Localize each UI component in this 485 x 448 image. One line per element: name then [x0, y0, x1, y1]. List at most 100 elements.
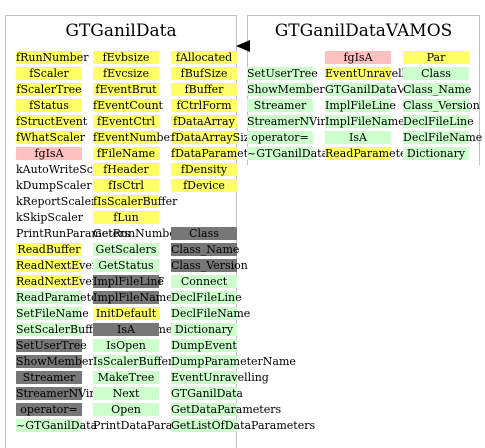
gtganildatavamos-col1-member[interactable]: StreamerNVirtual [247, 115, 347, 128]
gtganildata-col1-member[interactable]: fScaler [16, 67, 82, 80]
gtganildata-col3-member[interactable]: fDataParameters [171, 147, 265, 160]
gtganildata-col3-lower-member[interactable]: GetDataParameters [171, 403, 281, 416]
gtganildata-col2-member[interactable]: ImplFileName [93, 291, 173, 304]
gtganildatavamos-col1-member[interactable]: ShowMembers [247, 83, 330, 96]
gtganildata-col2-member[interactable]: fEventCtrl [93, 115, 159, 128]
gtganildata-col3-member[interactable]: fDevice [171, 179, 237, 192]
gtganildata-col3-lower-member[interactable]: GetListOfDataParameters [171, 419, 315, 432]
gtganildatavamos-col2-member[interactable]: IsA [325, 131, 391, 144]
gtganildata-col1-member[interactable]: StreamerNVirtual [16, 387, 116, 400]
gtganildata-col2-member[interactable]: fEventNumber [93, 131, 175, 144]
gtganildatavamos-col3-member[interactable]: Par [403, 51, 469, 64]
gtganildata-col3-lower-member[interactable]: Class_Name [171, 243, 239, 256]
gtganildata-col2-member[interactable]: fIsCtrl [93, 179, 159, 192]
gtganildata-col2-member[interactable]: fFileName [93, 147, 159, 160]
gtganildata-col2-member[interactable]: IsScalerBuffer [93, 355, 173, 368]
gtganildata-col2-member[interactable]: Open [93, 403, 159, 416]
gtganildata-col1-member[interactable]: Streamer [16, 371, 82, 384]
gtganildata-col3-lower-member[interactable]: Class_Version [171, 259, 248, 272]
gtganildata-col1-member[interactable]: SetFileName [16, 307, 89, 320]
gtganildata-col3-member[interactable]: fAllocated [171, 51, 237, 64]
gtganildata-col2-member[interactable]: GetScalers [93, 243, 159, 256]
gtganildatavamos-col1-member[interactable]: Streamer [247, 99, 313, 112]
gtganildatavamos-col3-member[interactable]: DeclFileName [403, 131, 482, 144]
gtganildata-col3-lower-member[interactable]: GTGanilData [171, 387, 243, 400]
gtganildata-col1-member[interactable]: ReadBuffer [16, 243, 82, 256]
gtganildata-col3-lower-member[interactable]: Dictionary [171, 323, 237, 336]
gtganildata-col1-member[interactable]: fgIsA [16, 147, 82, 160]
gtganildatavamos-col1-member[interactable]: ~GTGanilDataVAMOS [247, 147, 371, 160]
gtganildata-col2-member[interactable]: PrintDataParameters [93, 419, 211, 432]
gtganildata-col2-member[interactable]: IsA [93, 323, 159, 336]
gtganildata-col2-member[interactable]: GetRunNumber [93, 227, 181, 240]
gtganildata-col1-member[interactable]: operator= [16, 403, 82, 416]
gtganildata-col3-lower-member[interactable]: DeclFileName [171, 307, 250, 320]
gtganildata-col3-member[interactable]: fBuffer [171, 83, 237, 96]
gtganildata-col1-member[interactable]: fStructEvent [16, 115, 87, 128]
gtganildatavamos-col2-member[interactable]: ImplFileName [325, 115, 405, 128]
gtganildata-col2-member[interactable]: fHeader [93, 163, 159, 176]
gtganildatavamos-col1-member[interactable]: SetUserTree [247, 67, 318, 80]
gtganildata-col1-member[interactable]: ~GTGanilData [16, 419, 97, 432]
gtganildata-col1-member[interactable]: kAutoWriteScaler [16, 163, 115, 176]
gtganildatavamos-col2-member[interactable]: ImplFileLine [325, 99, 396, 112]
gtganildata-col2-member[interactable]: fEventBrut [93, 83, 159, 96]
gtganildatavamos-col2-member[interactable]: ReadParameters [325, 147, 417, 160]
gtganildata-col1-member[interactable]: kReportScaler [16, 195, 96, 208]
gtganildata-col2-member[interactable]: GetStatus [93, 259, 159, 272]
gtganildata-col1-member[interactable]: fStatus [16, 99, 82, 112]
member-label: GetStatus [98, 259, 154, 272]
gtganildata-col2-member[interactable]: IsOpen [93, 339, 159, 352]
gtganildata-col2-member[interactable]: Next [93, 387, 159, 400]
gtganildata-col1-member[interactable]: ReadNextEvent [16, 259, 103, 272]
gtganildatavamos-col2-member[interactable]: EventUnravelling [325, 67, 423, 80]
member-label: SetUserTree [247, 67, 318, 80]
gtganildata-col2-member[interactable]: ImplFileLine [93, 275, 164, 288]
gtganildata-col2-member[interactable]: fEventCount [93, 99, 163, 112]
member-label: ImplFileLine [325, 99, 396, 112]
gtganildata-col2-member[interactable]: fLun [93, 211, 159, 224]
gtganildata-col3-lower-member[interactable]: EventUnravelling [171, 371, 269, 384]
member-label: fHeader [103, 163, 149, 176]
gtganildata-col3-lower-member[interactable]: Connect [171, 275, 237, 288]
gtganildata-col2-member[interactable]: fEvcsize [93, 67, 159, 80]
gtganildatavamos-col3-member[interactable]: DeclFileLine [403, 115, 474, 128]
gtganildata-col1-member[interactable]: fWhatScaler [16, 131, 85, 144]
gtganildata-col2-member[interactable]: fIsScalerBuffer [93, 195, 177, 208]
gtganildata-col3-member[interactable]: fBufSize [171, 67, 237, 80]
gtganildata-col3-member[interactable]: fDataArray [171, 115, 237, 128]
gtganildata-col3-lower-member[interactable]: Class [171, 227, 237, 240]
gtganildata-col1-member[interactable]: ReadNextEvent_EBYEDAT [16, 275, 164, 288]
gtganildata-col1-member[interactable]: fScalerTree [16, 83, 82, 96]
gtganildata-col1-member[interactable]: kSkipScaler [16, 211, 83, 224]
gtganildata-col2-member[interactable]: MakeTree [93, 371, 159, 384]
member-label: fLun [113, 211, 139, 224]
gtganildata-col3-lower-member[interactable]: DeclFileLine [171, 291, 242, 304]
member-label: GetDataParameters [171, 403, 282, 416]
gtganildata-col1-member[interactable]: ShowMembers [16, 355, 99, 368]
gtganildata-col1-member[interactable]: SetUserTree [16, 339, 87, 352]
member-label: GetListOfDataParameters [171, 419, 316, 432]
member-label: fRunNumber [16, 51, 89, 64]
gtganildatavamos-col2-member[interactable]: fgIsA [325, 51, 391, 64]
gtganildata-col3-member[interactable]: fCtrlForm [171, 99, 237, 112]
gtganildatavamos-col3-member[interactable]: Class_Version [403, 99, 480, 112]
member-label: Class [189, 227, 219, 240]
gtganildatavamos-col3-member[interactable]: Class [403, 67, 469, 80]
gtganildata-col1-member[interactable]: fRunNumber [16, 51, 88, 64]
member-label: Par [426, 51, 446, 64]
gtganildata-col1-member[interactable]: ReadParameters [16, 291, 108, 304]
gtganildata-col2-member[interactable]: InitDefault [93, 307, 159, 320]
gtganildatavamos-col1-member[interactable]: operator= [247, 131, 313, 144]
gtganildata-col1-member[interactable]: PrintRunParameters [16, 227, 130, 240]
gtganildata-col3-lower-member[interactable]: DumpParameterName [171, 355, 296, 368]
gtganildata-col3-lower-member[interactable]: DumpEvent [171, 339, 237, 352]
gtganildata-col1-member[interactable]: kDumpScaler [16, 179, 92, 192]
gtganildatavamos-col3-member[interactable]: Dictionary [403, 147, 469, 160]
gtganildata-col1-member[interactable]: SetScalerBuffersManagement [16, 323, 184, 336]
gtganildata-col3-member[interactable]: fDensity [171, 163, 237, 176]
gtganildatavamos-col3-member[interactable]: Class_Name [403, 83, 471, 96]
gtganildatavamos-col2-member[interactable]: GTGanilDataVAMOS [325, 83, 440, 96]
gtganildata-col3-member[interactable]: fDataArraySize [171, 131, 256, 144]
gtganildata-col2-member[interactable]: fEvbsize [93, 51, 159, 64]
